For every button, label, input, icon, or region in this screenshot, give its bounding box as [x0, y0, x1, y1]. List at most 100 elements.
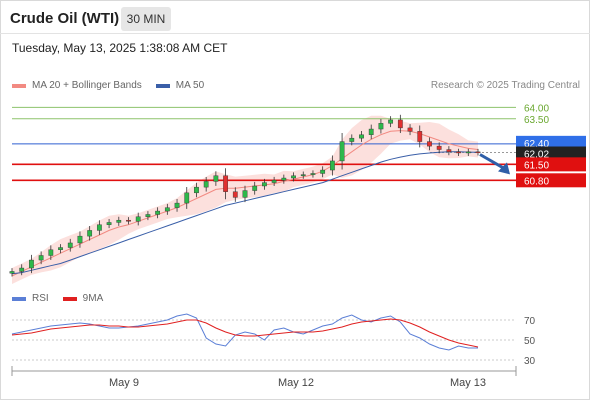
candle-body: [223, 175, 228, 192]
candle: [213, 171, 219, 186]
candle-body: [194, 186, 199, 194]
rsi-level-label: 70: [524, 316, 536, 327]
candle: [378, 118, 384, 134]
x-tick-label: May 9: [109, 377, 139, 389]
candle-body: [465, 151, 471, 154]
candle: [252, 181, 258, 195]
candle-body: [349, 137, 355, 142]
candle-body: [48, 249, 54, 256]
candle-body: [87, 230, 93, 237]
bollinger-band: [12, 115, 478, 284]
candle: [29, 254, 34, 274]
x-tick-label: May 12: [278, 377, 314, 389]
candle-body: [310, 173, 316, 175]
price-label: 61.50: [524, 160, 549, 171]
projection-arrow-head: [498, 162, 510, 175]
candle: [300, 171, 306, 179]
candle: [397, 114, 403, 134]
candle: [67, 238, 73, 252]
candle: [475, 148, 481, 156]
candle: [203, 177, 209, 192]
candle: [223, 168, 228, 200]
candle-body: [427, 141, 432, 147]
candle-body: [116, 219, 122, 223]
candle-body: [77, 235, 83, 244]
ma50-swatch: [155, 83, 170, 88]
price-label: 60.80: [524, 176, 549, 187]
candle-body: [135, 216, 141, 222]
candle-body: [291, 175, 296, 179]
candle: [242, 185, 248, 203]
candle-body: [446, 149, 452, 153]
candle: [194, 182, 199, 198]
candle-body: [213, 175, 219, 182]
candle: [368, 124, 374, 140]
candle-body: [359, 134, 364, 139]
price-label: 64.00: [524, 103, 549, 114]
candle: [19, 264, 25, 276]
candle-body: [271, 180, 277, 183]
candle-body: [126, 219, 131, 222]
candle: [281, 174, 287, 184]
candle-body: [339, 141, 345, 162]
candle-body: [203, 181, 209, 188]
candle: [58, 244, 63, 254]
candle-body: [38, 255, 44, 261]
candle: [436, 142, 442, 154]
candle: [77, 231, 83, 248]
candle-body: [174, 202, 180, 208]
candle: [329, 155, 335, 176]
bollinger-swatch: [12, 83, 26, 88]
candle-body: [242, 190, 248, 198]
candle: [126, 217, 131, 225]
candle: [164, 203, 170, 215]
candle: [407, 124, 413, 136]
rsi-legend-label: RSI: [32, 293, 49, 304]
ma50-legend-label: MA 50: [175, 80, 205, 91]
candle-body: [96, 224, 102, 231]
candle-body: [164, 207, 170, 212]
candle: [320, 166, 326, 178]
rsi-ma-legend-label: 9MA: [82, 293, 104, 304]
price-legend: MA 20 + Bollinger Bands MA 50: [12, 80, 218, 91]
candle: [184, 187, 190, 209]
candle-body: [67, 242, 73, 248]
rsi-ma-line: [11, 318, 479, 348]
candle-body: [300, 174, 306, 176]
ma50-line: [11, 151, 479, 275]
research-credit: Research © 2025 Trading Central: [430, 80, 580, 91]
x-tick-label: May 13: [450, 377, 486, 389]
candle: [96, 220, 102, 235]
candle-body: [388, 119, 394, 124]
candle: [135, 212, 141, 226]
candle: [262, 178, 267, 190]
price-label-bg: [516, 157, 586, 172]
candle: [48, 245, 54, 260]
candle-body: [145, 214, 151, 217]
interval-selector[interactable]: 30 MIN: [121, 7, 171, 31]
candle-body: [29, 259, 34, 269]
rsi-swatch: [12, 296, 26, 301]
candle-body: [184, 192, 190, 204]
candle: [174, 198, 180, 212]
candle: [145, 211, 151, 221]
candle-body: [155, 210, 161, 215]
candle-body: [58, 247, 63, 250]
candle-body: [407, 127, 413, 132]
rsi-ma-swatch: [62, 296, 77, 301]
candle: [446, 146, 452, 156]
candle-body: [106, 222, 112, 225]
candle: [87, 225, 93, 241]
candle: [155, 207, 161, 219]
candle: [106, 219, 112, 229]
candle: [38, 251, 44, 265]
candle: [291, 172, 296, 182]
rsi-line: [11, 313, 478, 351]
header-divider: [0, 33, 590, 34]
candle-body: [9, 271, 15, 274]
candle: [456, 148, 461, 157]
candle-body: [262, 182, 267, 187]
candle-body: [232, 191, 238, 198]
price-label: 63.50: [524, 115, 549, 126]
